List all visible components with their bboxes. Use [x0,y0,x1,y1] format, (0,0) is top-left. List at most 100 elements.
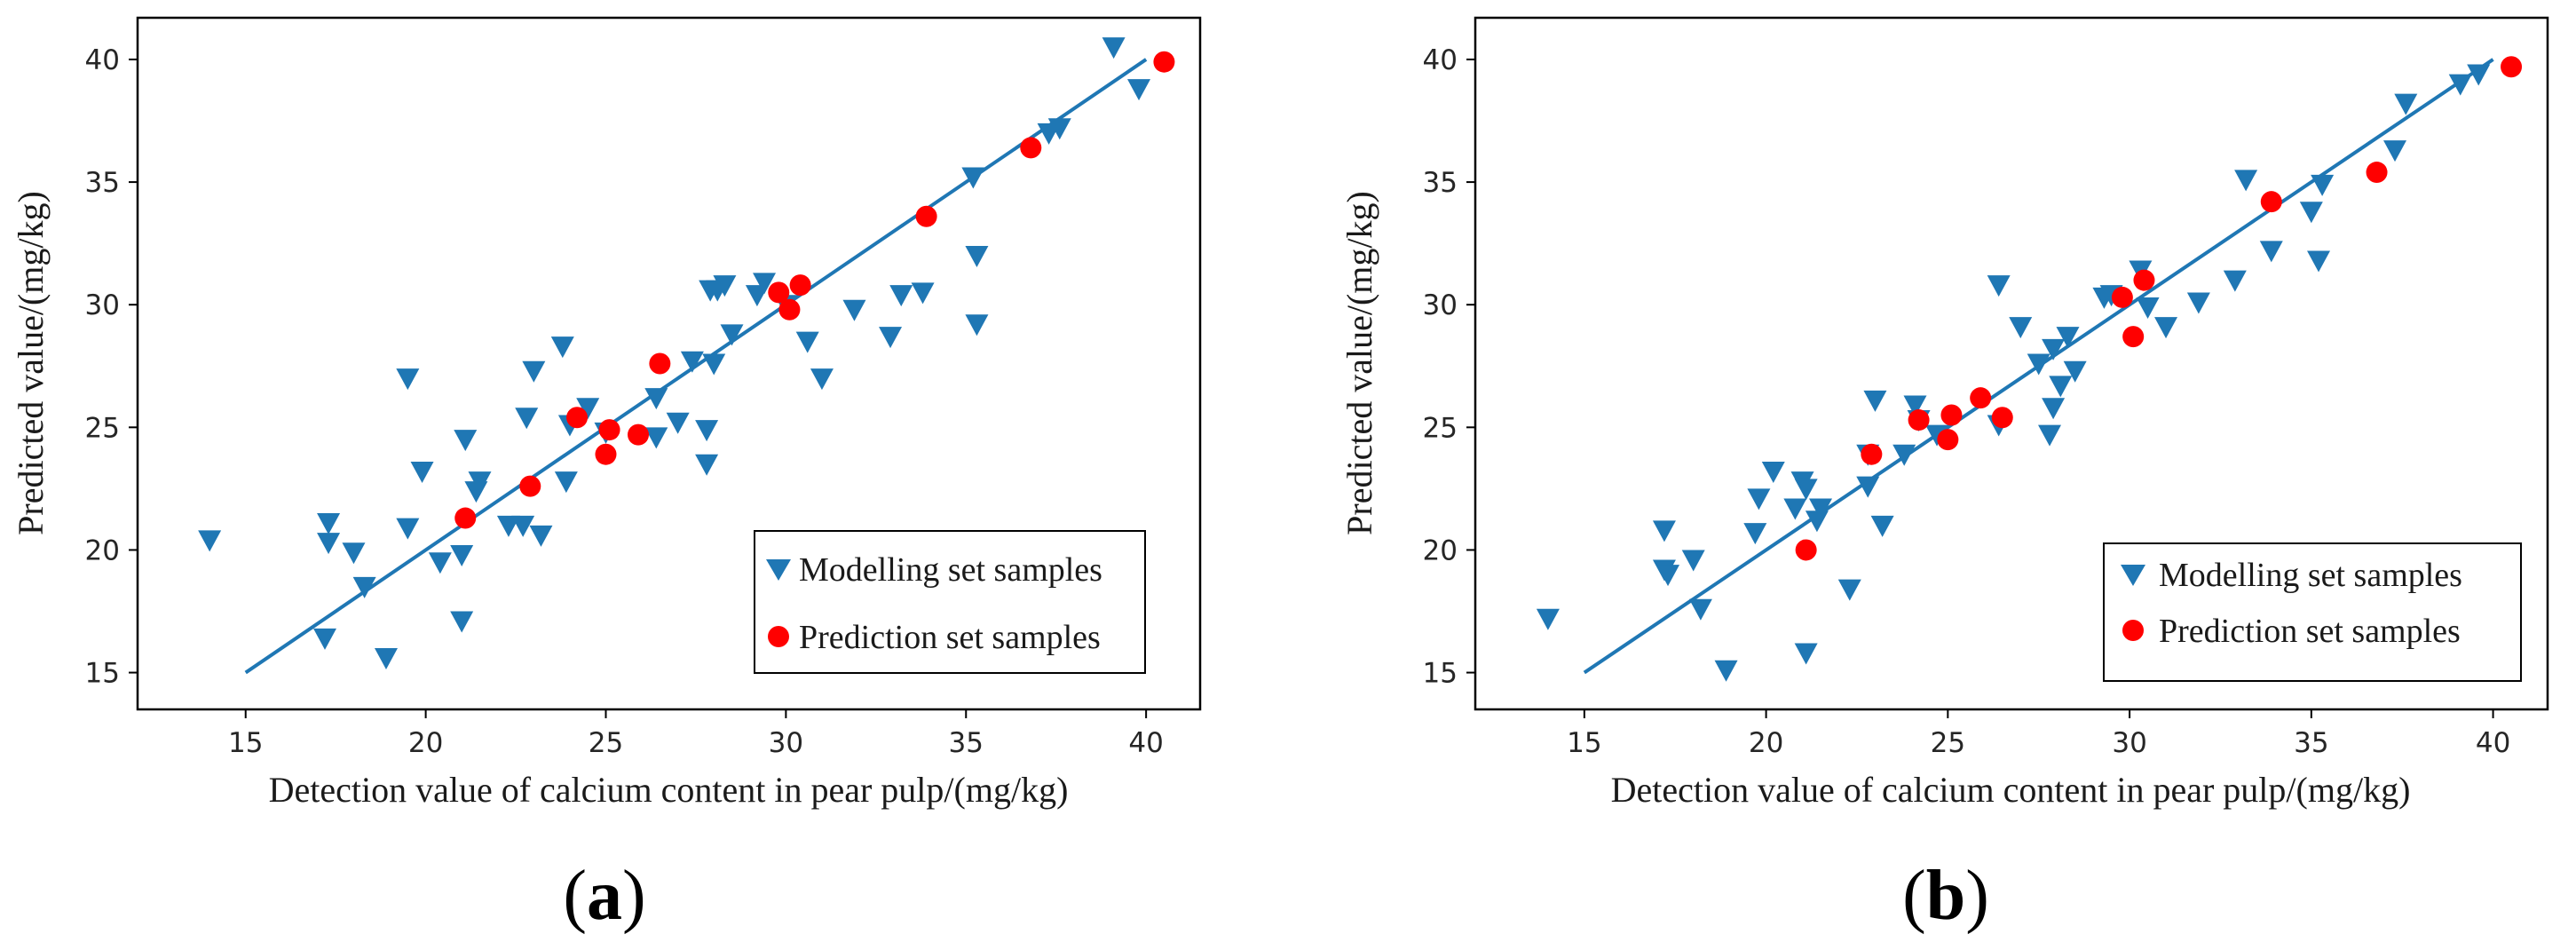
plot-frame-b [1474,16,2549,711]
x-tick-label: 35 [949,727,984,759]
prediction-point [628,424,650,446]
y-tick-label: 20 [85,534,120,566]
modelling-point [317,533,341,555]
y-axis-label-a: Predicted value/(mg/kg) [11,191,51,535]
x-tick-label: 15 [228,727,263,759]
modelling-point [1743,523,1767,545]
fit-line [244,58,1148,675]
modelling-point [454,430,478,452]
modelling-point [2299,202,2323,224]
modelling-point [1714,660,1738,682]
modelling-point [702,353,726,376]
prediction-point [778,298,801,321]
y-tick-label: 25 [85,412,120,444]
x-tick-label: 15 [1567,727,1601,759]
y-tick-label: 15 [1423,658,1458,690]
modelling-point [1681,550,1705,572]
modelling-point [720,324,744,346]
x-tick-label: 30 [769,727,803,759]
modelling-point [511,515,535,537]
y-tick-label: 20 [1423,534,1458,566]
modelling-point [1102,37,1126,59]
modelling-point [2009,317,2033,339]
modelling-point [2037,424,2061,447]
legend-a: Modelling set samples Prediction set sam… [754,530,1146,674]
modelling-point [1809,498,1833,520]
modelling-point [842,299,866,321]
prediction-point [1970,387,1992,409]
modelling-point [515,408,539,430]
legend-frame-a [754,530,1146,674]
legend-circle-marker-a [768,626,789,647]
modelling-point [889,285,913,307]
prediction-point [1940,404,1963,426]
modelling-point [1925,424,1949,447]
prediction-point [1153,51,1175,73]
modelling-point [1863,390,1887,412]
prediction-point [768,281,790,304]
y-tick-label: 35 [1423,167,1458,199]
modelling-point [1805,511,1829,533]
legend-label-modelling-a: Modelling set samples [799,551,1102,589]
modelling-point [2394,93,2418,115]
modelling-point [1903,395,1927,417]
modelling-point [428,552,452,574]
modelling-point [1987,275,2011,297]
prediction-point [789,274,811,297]
ticks-b: 15 20 25 30 35 40 15 20 25 30 35 40 [1423,44,2511,759]
modelling-point [2063,360,2087,383]
modelling-point [396,518,420,540]
panel-label-a: (a) [563,857,645,935]
modelling-point [2234,170,2258,192]
prediction-point [2260,191,2282,213]
modelling-point [2136,297,2160,319]
prediction-point [519,475,541,497]
modelling-point [522,360,546,383]
prediction-point [1861,443,1883,465]
prediction-point [598,419,620,441]
prediction-point [1937,429,1959,451]
x-tick-label: 20 [1749,727,1783,759]
modelling-point [198,530,222,552]
modelling-point [713,275,737,297]
modelling-point [450,544,474,566]
modelling-point [2467,64,2491,86]
modelling-point [753,273,777,295]
modelling-point [2259,241,2283,263]
modelling-point [644,427,668,449]
plot-area-a [198,37,1175,675]
modelling-point [396,368,420,391]
modelling-point [2307,250,2331,273]
x-tick-label: 25 [1931,727,1965,759]
modelling-point [2383,140,2407,162]
x-axis-label-b: Detection value of calcium content in pe… [1611,770,2411,810]
modelling-point [2186,292,2210,314]
legend-label-prediction-b: Prediction set samples [2159,613,2461,650]
modelling-point [2056,327,2080,349]
modelling-point [2027,353,2051,376]
modelling-point [695,454,719,476]
modelling-point [961,167,985,189]
modelling-point [374,647,398,669]
modelling-point [1794,479,1818,501]
ticks-a: 15 20 25 30 35 40 15 20 25 30 35 40 [85,44,1164,759]
legend-label-prediction-a: Prediction set samples [799,619,1101,656]
prediction-point [2366,162,2388,184]
x-tick-label: 30 [2112,727,2146,759]
y-tick-label: 40 [1423,44,1458,76]
modelling-point [680,351,704,373]
modelling-point [1783,498,1807,520]
modelling-point [1127,79,1151,101]
modelling-point [965,314,989,336]
legend-label-modelling-b: Modelling set samples [2159,557,2462,594]
prediction-point [595,443,617,465]
modelling-point [795,331,819,353]
modelling-point [1688,598,1712,621]
modelling-point [911,282,935,305]
y-tick-label: 30 [85,289,120,321]
y-tick-label: 40 [85,44,120,76]
legend-circle-marker-b [2122,620,2144,641]
modelling-point [1652,520,1676,542]
modelling-point [2223,270,2247,292]
